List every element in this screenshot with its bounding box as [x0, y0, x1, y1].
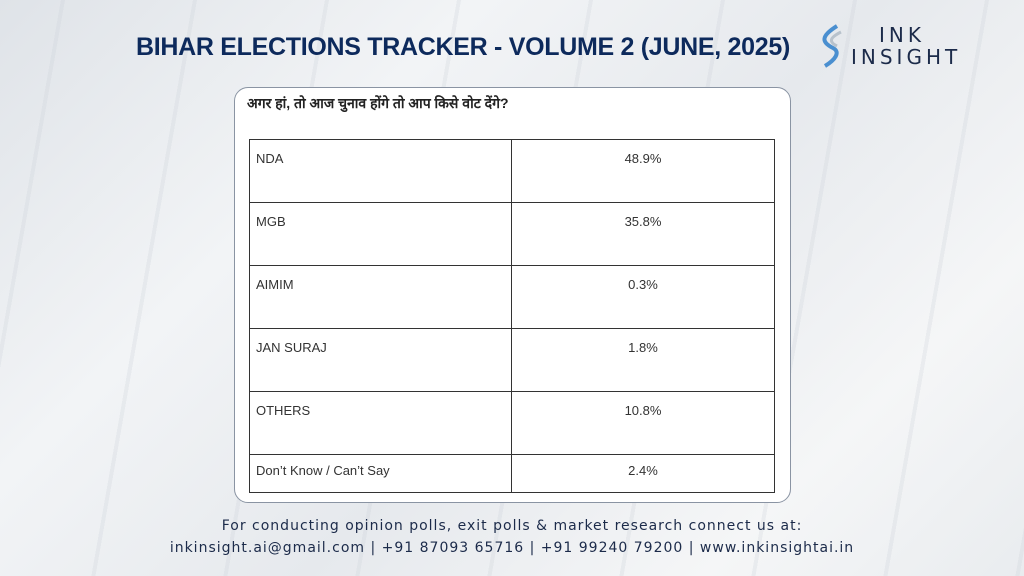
- vote-share: 2.4%: [511, 454, 775, 493]
- party-label: NDA: [249, 139, 512, 203]
- table-row: MGB 35.8%: [249, 202, 775, 266]
- party-label: MGB: [249, 202, 512, 266]
- ink-insight-logo: INK INSIGHT: [815, 24, 961, 68]
- party-label: JAN SURAJ: [249, 328, 512, 392]
- logo-text-insight: INSIGHT: [851, 45, 962, 69]
- logo-swoosh-icon: [822, 24, 842, 68]
- table-row: JAN SURAJ 1.8%: [249, 328, 775, 392]
- table-row: NDA 48.9%: [249, 139, 775, 203]
- party-label: Don’t Know / Can’t Say: [249, 454, 512, 493]
- party-label: AIMIM: [249, 265, 512, 329]
- vote-share: 35.8%: [511, 202, 775, 266]
- question: अगर हां, तो आज चुनाव होंगे तो आप किसे वो…: [247, 95, 509, 111]
- page-title: BIHAR ELECTIONS TRACKER - VOLUME 2 (JUNE…: [135, 33, 790, 61]
- vote-share: 1.8%: [511, 328, 775, 392]
- footer-contact-details: inkinsight.ai@gmail.com | +91 87093 6571…: [169, 540, 855, 556]
- table-row: OTHERS 10.8%: [249, 391, 775, 455]
- vote-share: 10.8%: [511, 391, 775, 455]
- vote-share: 0.3%: [511, 265, 775, 329]
- logo-text-ink: INK: [879, 23, 925, 47]
- table-row: AIMIM 0.3%: [249, 265, 775, 329]
- footer-contact-line: For conducting opinion polls, exit polls…: [221, 518, 803, 534]
- table-row: Don’t Know / Can’t Say 2.4%: [249, 454, 775, 493]
- party-label: OTHERS: [249, 391, 512, 455]
- vote-share: 48.9%: [511, 139, 775, 203]
- results-table: NDA 48.9% MGB 35.8% AIMIM 0.3% JAN SURAJ 1.8…: [249, 139, 775, 493]
- poll-card: अगर हां, तो आज चुनाव होंगे तो आप किसे वो…: [234, 87, 791, 503]
